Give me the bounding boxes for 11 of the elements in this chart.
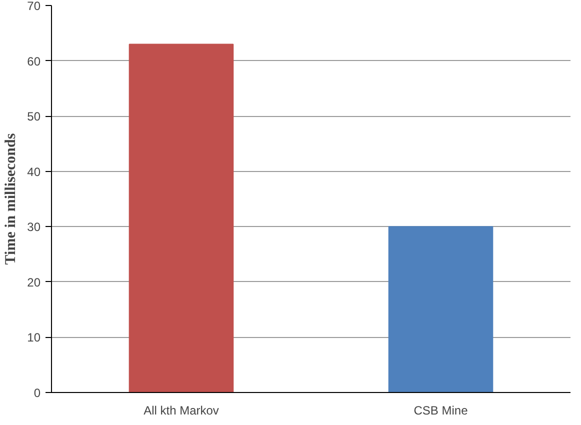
y-tick-label: 10 <box>27 330 41 345</box>
y-tick-label: 60 <box>27 54 41 68</box>
y-tick-label: 0 <box>34 386 41 400</box>
y-tick-label: 70 <box>27 0 41 13</box>
y-tick-label: 20 <box>27 275 41 290</box>
x-tick-label: All kth Markov <box>144 404 219 418</box>
y-tick-label: 50 <box>27 110 41 124</box>
y-axis-title: Time in milliseconds <box>3 133 20 265</box>
y-tick-label: 40 <box>27 164 41 179</box>
y-tick-label: 30 <box>27 220 41 234</box>
x-tick-label: CSB Mine <box>414 404 468 418</box>
